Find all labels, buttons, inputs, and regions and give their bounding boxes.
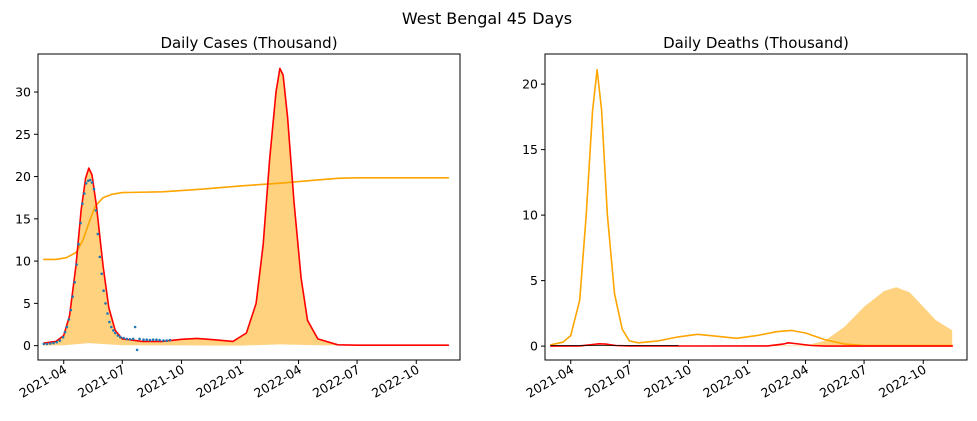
daily-cases-point-10 xyxy=(69,308,73,312)
daily-deaths-y-axis: 0 5 10 15 20 xyxy=(522,77,545,354)
daily-cases-line-1 xyxy=(42,177,450,261)
daily-cases-xtick-label-3: 2022-01 xyxy=(193,362,246,401)
daily-deaths-x-axis: 2021-04 2021-07 2021-10 2022-01 2022-04 2022-… xyxy=(523,360,929,401)
daily-cases-point-6 xyxy=(61,335,65,339)
daily-deaths-line-1 xyxy=(549,68,954,347)
daily-cases-point-11 xyxy=(71,295,74,298)
daily-deaths-ytick-label-1: 5 xyxy=(530,273,538,288)
daily-cases-ytick-label-4: 20 xyxy=(15,169,31,184)
daily-cases-title: Daily Cases (Thousand) xyxy=(160,34,337,52)
daily-cases-point-1 xyxy=(45,342,49,346)
daily-cases-point-17 xyxy=(83,192,86,195)
daily-cases-point-37 xyxy=(125,337,129,341)
daily-cases-point-16 xyxy=(81,202,84,205)
daily-cases-ytick-label-1: 5 xyxy=(23,296,31,311)
daily-cases-point-0 xyxy=(42,342,46,346)
daily-cases-ytick-label-6: 30 xyxy=(15,85,31,100)
daily-cases-fill-area-0 xyxy=(43,68,449,346)
daily-cases-point-7 xyxy=(63,330,67,334)
daily-cases-point-48 xyxy=(158,338,161,342)
daily-cases-point-39 xyxy=(131,337,135,341)
daily-cases-xtick-label-2: 2021-10 xyxy=(134,362,187,401)
daily-cases-point-28 xyxy=(104,302,107,305)
daily-cases-ytick-label-0: 0 xyxy=(23,338,31,353)
daily-cases-xtick-label-6: 2022-10 xyxy=(369,362,422,401)
daily-cases-y-axis: 0 5 10 15 20 25 30 xyxy=(15,85,38,353)
daily-cases-point-23 xyxy=(94,209,98,212)
daily-cases-point-26 xyxy=(100,272,103,276)
daily-cases-point-33 xyxy=(113,331,117,335)
daily-cases-point-35 xyxy=(119,335,122,339)
daily-cases-point-36 xyxy=(122,336,125,340)
daily-cases-point-18 xyxy=(84,182,88,185)
daily-cases-point-43 xyxy=(142,338,145,342)
daily-deaths-xtick-label-0: 2021-04 xyxy=(523,362,576,401)
daily-deaths-line-2 xyxy=(549,341,954,347)
daily-cases-point-38 xyxy=(128,338,132,341)
daily-cases-point-24 xyxy=(96,232,100,236)
daily-cases-xtick-label-0: 2021-04 xyxy=(16,362,69,401)
daily-cases-point-49 xyxy=(162,339,165,342)
daily-cases-line-2 xyxy=(42,67,450,347)
daily-cases-point-22 xyxy=(92,187,96,191)
daily-deaths-xtick-label-3: 2022-01 xyxy=(700,362,753,401)
figure-title: West Bengal 45 Days xyxy=(402,9,572,28)
daily-cases-point-21 xyxy=(90,181,94,184)
daily-cases-point-15 xyxy=(79,221,82,225)
daily-cases-point-13 xyxy=(75,263,78,266)
daily-cases-ytick-label-5: 25 xyxy=(15,127,31,142)
daily-cases-point-32 xyxy=(112,329,115,332)
daily-cases-point-5 xyxy=(58,339,62,342)
daily-cases-ytick-label-3: 15 xyxy=(15,211,31,226)
daily-cases-point-47 xyxy=(155,338,158,342)
daily-deaths-xtick-label-1: 2021-07 xyxy=(582,362,635,401)
daily-cases-point-42 xyxy=(138,337,141,341)
daily-cases-panel: Daily Cases (Thousand) 2021-04 2021-07 202… xyxy=(15,34,461,401)
daily-cases-xtick-label-5: 2022-07 xyxy=(310,362,363,401)
daily-cases-xtick-label-1: 2021-07 xyxy=(75,362,128,401)
daily-cases-point-46 xyxy=(151,338,155,342)
daily-cases-point-27 xyxy=(102,289,105,293)
daily-cases-point-44 xyxy=(145,338,148,342)
daily-deaths-series xyxy=(549,68,954,347)
daily-deaths-xtick-label-5: 2022-07 xyxy=(817,362,870,401)
daily-cases-plot-frame xyxy=(37,53,461,361)
daily-cases-point-31 xyxy=(110,325,113,329)
daily-deaths-plot-frame xyxy=(544,53,968,361)
daily-cases-xtick-label-4: 2022-04 xyxy=(251,362,304,401)
daily-deaths-ytick-label-4: 20 xyxy=(522,77,538,92)
daily-cases-point-4 xyxy=(55,340,58,344)
daily-cases-point-2 xyxy=(48,342,52,345)
daily-deaths-xtick-label-4: 2022-04 xyxy=(758,362,811,401)
daily-cases-point-29 xyxy=(106,312,109,315)
daily-cases-point-9 xyxy=(67,318,71,321)
daily-cases-ytick-label-2: 10 xyxy=(15,254,31,269)
daily-cases-point-40 xyxy=(133,325,137,329)
daily-deaths-panel: Daily Deaths (Thousand) 2021-04 2021-07 20… xyxy=(522,34,968,401)
daily-deaths-ytick-label-3: 15 xyxy=(522,142,538,157)
daily-cases-point-34 xyxy=(116,334,120,337)
daily-deaths-fill-area-0 xyxy=(550,287,953,347)
daily-deaths-ytick-label-0: 0 xyxy=(530,339,538,354)
daily-cases-x-axis: 2021-04 2021-07 2021-10 2022-01 2022-04 2022-… xyxy=(16,360,422,401)
daily-cases-point-12 xyxy=(73,280,76,284)
daily-cases-series xyxy=(42,67,450,352)
daily-deaths-xtick-label-2: 2021-10 xyxy=(641,362,694,401)
daily-cases-point-20 xyxy=(88,178,92,182)
daily-deaths-xtick-label-6: 2022-10 xyxy=(876,362,929,401)
daily-cases-point-3 xyxy=(52,341,55,345)
daily-cases-point-14 xyxy=(77,242,80,246)
daily-cases-point-50 xyxy=(165,339,168,342)
daily-cases-point-8 xyxy=(65,325,69,329)
daily-cases-point-41 xyxy=(135,348,139,352)
daily-deaths-title: Daily Deaths (Thousand) xyxy=(663,34,849,52)
daily-cases-point-45 xyxy=(148,338,152,342)
daily-cases-point-51 xyxy=(168,338,172,342)
daily-cases-point-30 xyxy=(108,320,111,324)
daily-cases-point-25 xyxy=(98,255,102,259)
daily-deaths-ytick-label-2: 10 xyxy=(522,208,538,223)
